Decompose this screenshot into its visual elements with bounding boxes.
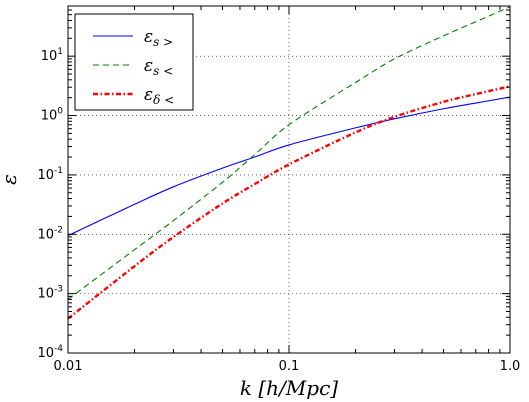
x-tick-label: 1.0 xyxy=(500,359,521,374)
x-axis-label: k [h/Mpc] xyxy=(240,376,338,400)
series-line-2 xyxy=(68,6,510,300)
plot-lines xyxy=(68,6,510,320)
series-line-1 xyxy=(68,96,510,237)
legend-label-1: εs > xyxy=(144,27,173,49)
x-tick-label: 0.1 xyxy=(279,359,300,374)
tick-labels: 0.01 0.1 1.0 10-4 10-3 10-2 10-1 100 101 xyxy=(37,47,520,374)
ticks xyxy=(67,6,511,354)
y-tick-label: 10-1 xyxy=(37,166,63,183)
legend-label-3: εδ < xyxy=(144,85,174,107)
legend: εs > εs < εδ < xyxy=(74,13,194,111)
y-tick-label: 101 xyxy=(41,47,63,64)
legend-box xyxy=(74,13,194,111)
legend-label-2: εs < xyxy=(144,56,173,78)
y-tick-label: 100 xyxy=(41,107,64,124)
series-line-3 xyxy=(68,85,510,320)
y-axis-label: ε xyxy=(0,174,21,185)
y-tick-label: 10-3 xyxy=(37,285,63,302)
x-tick-label: 0.01 xyxy=(54,359,83,374)
y-tick-label: 10-2 xyxy=(37,225,63,242)
y-tick-label: 10-4 xyxy=(37,344,63,361)
